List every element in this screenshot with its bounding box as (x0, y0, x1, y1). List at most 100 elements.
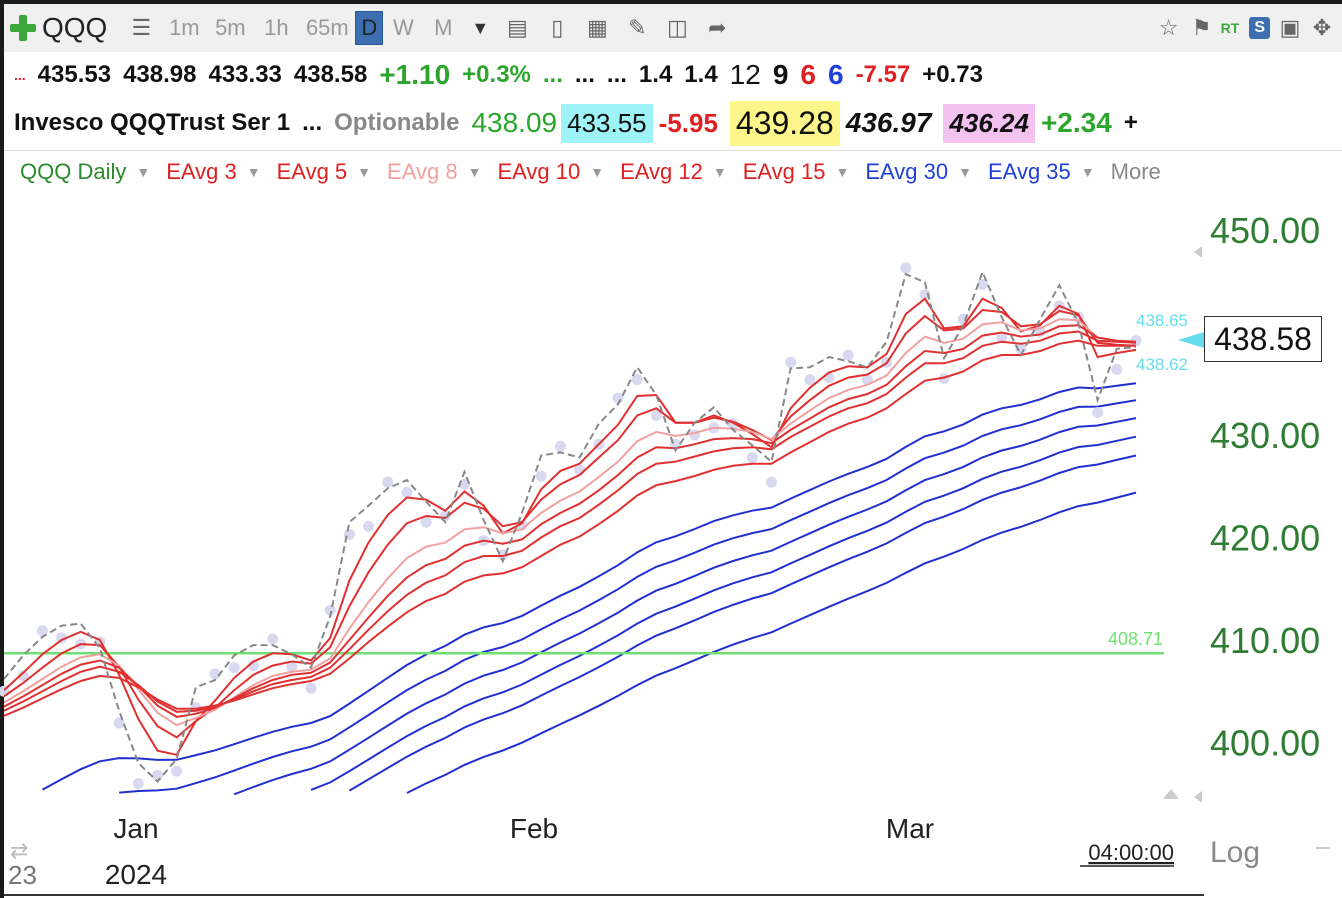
info-val2: 436.97 (845, 107, 932, 138)
close-dot (746, 452, 758, 464)
close-dot (900, 262, 912, 274)
star-icon[interactable]: ☆ (1158, 15, 1179, 40)
long-ema-line (233, 417, 1137, 795)
indicator-dropdown-icon[interactable]: ▼ (590, 164, 605, 180)
close-dot (56, 632, 68, 644)
optionable-label: Optionable (334, 109, 460, 136)
indicator-eavg-35[interactable]: EAvg 35 (988, 159, 1071, 184)
indicator-eavg-15[interactable]: EAvg 15 (742, 159, 826, 184)
x-tick-label: Mar (886, 813, 934, 844)
indicator-dropdown-icon[interactable]: ▼ (246, 164, 261, 180)
left-edge-label: 23 (8, 860, 37, 890)
toolbar: QQQ ☰ 1m 5m 1h 65m D W M ▼ ▤ ▯ ▦ ✎ ◫ ➦ ☆… (4, 4, 1342, 52)
quote-v1: 1.4 (638, 61, 673, 88)
marker-low-label: 438.62 (1136, 355, 1188, 374)
grid-settings-icon[interactable]: ▦ (586, 15, 608, 40)
close-dot (209, 668, 221, 680)
volume-bars-icon[interactable]: ▯ (551, 15, 564, 40)
close-dot (535, 470, 547, 482)
close-dot (554, 440, 566, 452)
log-scale-toggle[interactable]: Log (1210, 836, 1260, 869)
close-dot (842, 349, 854, 361)
indicator-eavg-8[interactable]: EAvg 8 (387, 159, 458, 184)
short-ema-ema3 (4, 297, 1137, 756)
close-dot (631, 374, 643, 386)
add-icon[interactable] (10, 15, 36, 41)
close-dot (171, 765, 183, 777)
draw-pencil-icon[interactable]: ✎ (628, 15, 647, 40)
long-ema-line (310, 435, 1137, 791)
x-tick-label: Jan (113, 813, 158, 844)
indicator-eavg-30[interactable]: EAvg 30 (865, 159, 949, 184)
last-price-pointer-icon (1178, 332, 1204, 348)
y-tick-label: 420.00 (1210, 518, 1320, 559)
indicator-eavg-12[interactable]: EAvg 12 (620, 159, 703, 184)
last-price: 438.09 (471, 107, 558, 138)
period-weekly[interactable]: W (392, 15, 414, 40)
toolbar-right: ☆ ⚑ RT S ▣ ✥ (1149, 4, 1338, 52)
close-dot (650, 410, 662, 422)
indicator-dropdown-icon[interactable]: ▼ (712, 164, 727, 180)
info-dots: ... (302, 109, 323, 136)
flag-icon[interactable]: ⚑ (1191, 15, 1212, 40)
interval-1m[interactable]: 1m (169, 15, 200, 40)
quote-dots-2: ... (542, 61, 563, 88)
s-button[interactable]: S (1249, 17, 1270, 39)
move-icon[interactable]: ✥ (1312, 15, 1332, 40)
indicator-more[interactable]: More (1110, 159, 1161, 184)
indicator-dropdown-icon[interactable]: ▼ (136, 164, 151, 180)
indicator-eavg-3[interactable]: EAvg 3 (166, 159, 237, 184)
long-ema-line (119, 399, 1137, 794)
high-box: 439.28 (729, 100, 840, 146)
indicator-dropdown-icon[interactable]: ▼ (467, 164, 482, 180)
close-value: 438.58 (293, 61, 368, 88)
interval-5m[interactable]: 5m (215, 15, 246, 40)
interval-65m[interactable]: 65m (305, 15, 349, 40)
scroll-right-icon (1194, 791, 1202, 803)
quote-dots-4: ... (606, 61, 627, 88)
save-icon[interactable]: ▣ (1279, 15, 1301, 40)
quote-dots-3: ... (574, 61, 595, 88)
indicator-eavg-10[interactable]: EAvg 10 (497, 159, 581, 184)
symbol-field[interactable]: QQQ (42, 12, 108, 43)
x-tick-label: Feb (510, 813, 558, 844)
chart-type-icon[interactable]: ▤ (506, 15, 528, 40)
period-monthly[interactable]: M (434, 15, 453, 40)
indicator-dropdown-icon[interactable]: ▼ (958, 164, 972, 180)
high-value: 438.98 (123, 61, 197, 88)
change-pct: +0.3% (462, 61, 531, 88)
close-dot (612, 392, 624, 404)
period-daily[interactable]: D (355, 11, 384, 45)
period-dropdown-icon[interactable]: ▼ (471, 17, 490, 38)
quote-v6: 6 (827, 59, 844, 90)
indicator-dropdown-icon[interactable]: ▼ (835, 164, 850, 180)
open-value: 435.53 (37, 61, 112, 88)
interval-1h[interactable]: 1h (264, 15, 289, 40)
close-dot (1111, 363, 1123, 375)
clipboard-icon[interactable]: ◫ (666, 15, 688, 40)
close-dot (324, 604, 336, 616)
close-dot (804, 374, 816, 386)
quote-v2: 1.4 (684, 61, 718, 88)
y-tick-label: 430.00 (1210, 415, 1320, 456)
realtime-badge[interactable]: RT (1220, 20, 1240, 36)
long-ema-line (348, 454, 1137, 792)
scroll-up-icon (1163, 789, 1179, 799)
close-dot (765, 476, 777, 488)
last-price-box: 438.58 (1204, 316, 1322, 362)
neg-change: -5.95 (658, 107, 718, 138)
scroll-arrows-icon: ⇄ (10, 839, 28, 864)
indicator-qqq-daily[interactable]: QQQ Daily (20, 159, 127, 184)
info-val3: 436.24 (943, 103, 1035, 143)
indicator-dropdown-icon[interactable]: ▼ (357, 164, 372, 180)
short-ema-ema15 (4, 339, 1136, 717)
indicator-dropdown-icon[interactable]: ▼ (1080, 164, 1095, 180)
quote-v5: 6 (800, 59, 816, 90)
pos-change: +2.34 (1040, 107, 1112, 138)
indicator-eavg-5[interactable]: EAvg 5 (276, 159, 348, 184)
close-dot (113, 717, 125, 729)
list-icon[interactable]: ☰ (131, 15, 152, 40)
short-ema-ema8 (4, 318, 1137, 727)
share-arrow-icon[interactable]: ➦ (708, 15, 727, 40)
